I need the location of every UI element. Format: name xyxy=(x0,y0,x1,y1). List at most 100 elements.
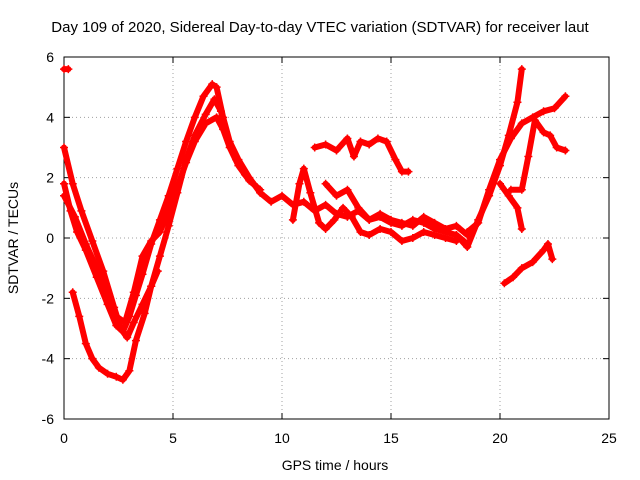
data-point xyxy=(295,179,304,188)
data-point xyxy=(60,179,68,188)
data-point xyxy=(199,92,208,101)
x-tick-label: 5 xyxy=(169,430,177,446)
data-point xyxy=(517,264,526,273)
data-point xyxy=(164,221,173,230)
series-9 xyxy=(452,65,526,252)
data-point xyxy=(256,188,265,197)
data-point xyxy=(94,363,103,372)
data-point xyxy=(373,134,382,143)
data-point xyxy=(513,203,522,212)
data-point xyxy=(391,155,400,164)
data-point xyxy=(153,267,162,276)
y-tick-label: 2 xyxy=(46,170,54,186)
data-point xyxy=(543,240,552,249)
data-point xyxy=(70,212,79,221)
data-point xyxy=(332,191,341,200)
data-point xyxy=(190,137,199,146)
data-point xyxy=(387,215,395,224)
data-point xyxy=(546,131,555,140)
series-7 xyxy=(321,179,472,239)
data-point xyxy=(408,221,417,230)
data-point xyxy=(173,164,182,173)
y-tick-label: -6 xyxy=(42,411,55,427)
data-point xyxy=(339,203,348,212)
data-point xyxy=(201,110,210,119)
data-point xyxy=(190,113,199,122)
data-point xyxy=(387,227,395,236)
data-point xyxy=(64,65,73,74)
data-point xyxy=(349,152,358,161)
data-point xyxy=(88,237,97,246)
series-trace xyxy=(464,93,569,235)
data-point xyxy=(441,234,450,242)
data-point xyxy=(474,218,483,227)
series-trace xyxy=(507,117,569,193)
x-tick-label: 20 xyxy=(492,430,508,446)
data-point xyxy=(463,243,472,252)
data-point xyxy=(550,104,559,113)
data-point xyxy=(267,197,276,206)
data-point xyxy=(60,143,68,152)
data-point xyxy=(382,137,391,146)
data-point xyxy=(430,218,439,227)
series-6 xyxy=(288,164,461,246)
series-8 xyxy=(310,134,413,176)
data-point xyxy=(397,218,406,227)
series-trace xyxy=(61,114,264,326)
data-point xyxy=(173,182,182,191)
data-point xyxy=(129,288,138,297)
data-point xyxy=(513,98,522,107)
data-point xyxy=(116,324,125,333)
data-point xyxy=(103,288,112,297)
data-point xyxy=(452,230,461,239)
data-point xyxy=(419,227,428,236)
y-tick-label: 4 xyxy=(46,109,54,125)
data-point xyxy=(306,188,315,197)
x-tick-label: 0 xyxy=(60,430,68,446)
series-trace xyxy=(497,180,525,232)
data-point xyxy=(68,179,77,188)
data-point xyxy=(123,333,132,342)
series-layer xyxy=(60,65,570,384)
data-point xyxy=(310,143,319,152)
data-point xyxy=(118,375,127,384)
data-point xyxy=(138,252,147,261)
x-tick-label: 10 xyxy=(274,430,290,446)
data-point xyxy=(485,185,494,194)
y-tick-label: 6 xyxy=(46,49,54,65)
data-point xyxy=(539,246,548,255)
x-axis-title: GPS time / hours xyxy=(282,457,389,473)
data-point xyxy=(299,197,308,206)
data-point xyxy=(530,116,539,125)
data-point xyxy=(68,288,77,297)
data-point xyxy=(376,209,385,218)
data-point xyxy=(504,191,513,200)
data-point xyxy=(376,224,385,233)
data-point xyxy=(404,167,413,176)
data-point xyxy=(216,107,225,116)
series-0 xyxy=(60,65,73,74)
data-point xyxy=(561,92,570,101)
series-trace xyxy=(453,66,525,250)
data-point xyxy=(356,227,365,236)
data-point xyxy=(343,185,352,194)
data-point xyxy=(539,107,548,116)
data-point xyxy=(155,252,164,261)
data-point xyxy=(92,264,101,273)
data-point xyxy=(288,215,297,224)
data-point xyxy=(315,218,324,227)
data-point xyxy=(278,191,286,200)
data-point xyxy=(219,125,228,134)
data-point xyxy=(365,215,374,224)
data-point xyxy=(299,164,308,173)
y-tick-label: -4 xyxy=(42,351,55,367)
series-trace xyxy=(61,81,264,335)
data-point xyxy=(125,366,134,375)
data-point xyxy=(500,279,509,288)
data-point xyxy=(88,354,97,363)
data-point xyxy=(112,312,121,321)
data-point xyxy=(517,119,526,128)
data-point xyxy=(182,137,191,146)
data-point xyxy=(548,255,557,264)
data-point xyxy=(419,212,428,221)
